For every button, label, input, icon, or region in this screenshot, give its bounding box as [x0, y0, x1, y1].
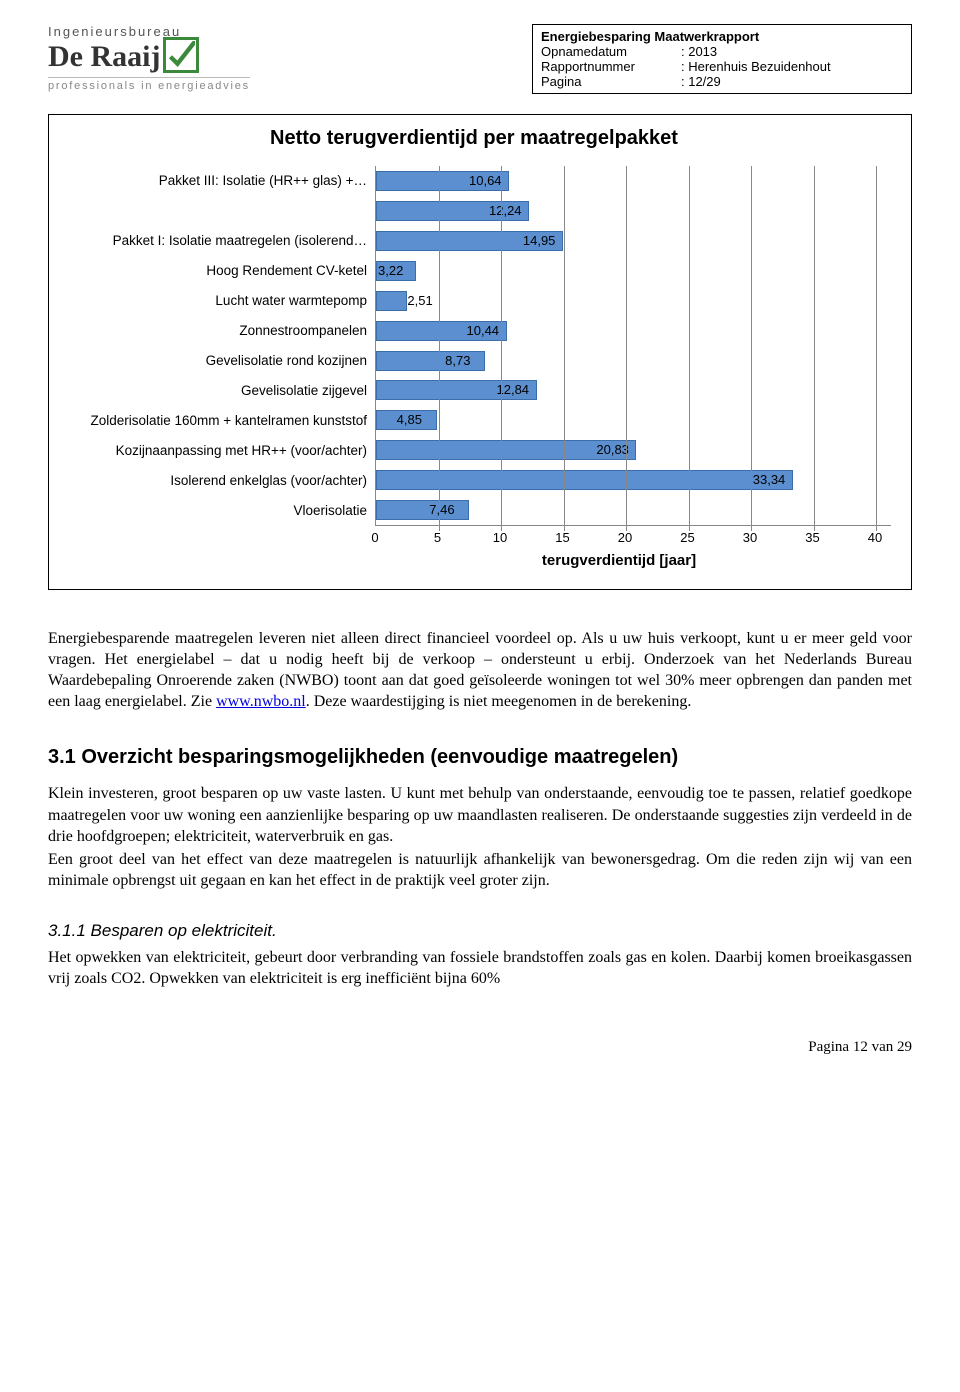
chart-category-label — [65, 196, 375, 226]
chart-bar-value: 10,64 — [469, 171, 502, 191]
section-heading-3-1-1: 3.1.1 Besparen op elektriciteit. — [48, 921, 912, 941]
chart-bar-value: 10,44 — [467, 321, 500, 341]
chart-bar-value: 33,34 — [753, 470, 786, 490]
chart-category-label: Pakket III: Isolatie (HR++ glas) +… — [65, 166, 375, 196]
chart-gridline — [751, 166, 752, 531]
nwbo-link[interactable]: www.nwbo.nl — [216, 693, 306, 710]
chart-category-label: Zolderisolatie 160mm + kantelramen kunst… — [65, 406, 375, 436]
chart-category-label: Lucht water warmtepomp — [65, 286, 375, 316]
chart-gridline — [689, 166, 690, 531]
chart-x-ticks: 0510152025303540 — [375, 526, 875, 548]
chart-title: Netto terugverdientijd per maatregelpakk… — [57, 127, 891, 150]
meta-row: Rapportnummer: Herenhuis Bezuidenhout — [541, 59, 903, 74]
chart-gridline — [876, 166, 877, 531]
chart-category-label: Gevelisolatie zijgevel — [65, 376, 375, 406]
chart-x-tick: 15 — [555, 530, 569, 545]
chart-x-tick: 0 — [371, 530, 378, 545]
logo-prefix: Ingenieursbureau — [48, 24, 181, 39]
chart-x-tick: 20 — [618, 530, 632, 545]
meta-row: Pagina: 12/29 — [541, 74, 903, 89]
chart-bar-value: 20,83 — [596, 440, 629, 460]
chart-x-tick: 35 — [805, 530, 819, 545]
chart-category-label: Isolerend enkelglas (voor/achter) — [65, 466, 375, 496]
chart-gridline — [626, 166, 627, 531]
chart-category-label: Gevelisolatie rond kozijnen — [65, 346, 375, 376]
section-heading-3-1: 3.1 Overzicht besparingsmogelijkheden (e… — [48, 746, 912, 769]
meta-value: : Herenhuis Bezuidenhout — [681, 59, 903, 74]
payback-chart: Netto terugverdientijd per maatregelpakk… — [48, 114, 912, 590]
logo-brand-text: De Raaij — [48, 40, 160, 74]
chart-bar — [376, 500, 469, 520]
check-icon — [163, 37, 199, 73]
logo-subtitle: professionals in energieadvies — [48, 77, 250, 92]
chart-bar-value: 12,24 — [489, 201, 522, 221]
chart-gridline — [439, 166, 440, 531]
chart-bar-value: 3,22 — [378, 261, 403, 281]
intro-paragraph: Energiebesparende maatregelen leveren ni… — [48, 628, 912, 712]
chart-gridline — [814, 166, 815, 531]
page-header: Ingenieursbureau De Raaij professionals … — [48, 24, 912, 94]
logo-top-row: Ingenieursbureau — [48, 24, 250, 39]
chart-category-label: Vloerisolatie — [65, 496, 375, 526]
company-logo: Ingenieursbureau De Raaij professionals … — [48, 24, 250, 92]
chart-y-labels: Pakket III: Isolatie (HR++ glas) +… Pakke… — [65, 166, 375, 526]
chart-bar-value: 2,51 — [407, 291, 432, 311]
chart-x-tick: 40 — [868, 530, 882, 545]
chart-plot-area: 10,6412,2414,953,222,5110,448,7312,844,8… — [375, 166, 891, 526]
meta-row: Opnamedatum: 2013 — [541, 44, 903, 59]
meta-label: Opnamedatum — [541, 44, 681, 59]
meta-value: : 2013 — [681, 44, 903, 59]
chart-category-label: Kozijnaanpassing met HR++ (voor/achter) — [65, 436, 375, 466]
intro-text-post: . Deze waardestijging is niet meegenomen… — [306, 693, 692, 710]
chart-bar-value: 7,46 — [429, 500, 454, 520]
section-3-1-para2: Een groot deel van het effect van deze m… — [48, 849, 912, 891]
chart-gridline — [501, 166, 502, 531]
chart-bar — [376, 291, 407, 311]
section-3-1-1-para: Het opwekken van elektriciteit, gebeurt … — [48, 947, 912, 989]
chart-x-tick: 30 — [743, 530, 757, 545]
chart-bar-value: 4,85 — [397, 410, 422, 430]
section-3-1-para1: Klein investeren, groot besparen op uw v… — [48, 783, 912, 846]
meta-value: : 12/29 — [681, 74, 903, 89]
chart-x-tick: 25 — [680, 530, 694, 545]
chart-x-axis-title: terugverdientijd [jaar] — [347, 552, 891, 569]
chart-category-label: Pakket I: Isolatie maatregelen (isoleren… — [65, 226, 375, 256]
report-meta-title: Energiebesparing Maatwerkrapport — [541, 29, 903, 44]
logo-brand-row: De Raaij — [48, 39, 250, 75]
report-meta-box: Energiebesparing Maatwerkrapport Opnamed… — [532, 24, 912, 94]
chart-category-label: Zonnestroompanelen — [65, 316, 375, 346]
chart-body: Pakket III: Isolatie (HR++ glas) +… Pakke… — [65, 166, 891, 526]
chart-bar-value: 14,95 — [523, 231, 556, 251]
chart-category-label: Hoog Rendement CV-ketel — [65, 256, 375, 286]
chart-x-tick: 10 — [493, 530, 507, 545]
meta-label: Rapportnummer — [541, 59, 681, 74]
meta-label: Pagina — [541, 74, 681, 89]
chart-x-tick: 5 — [434, 530, 441, 545]
page-footer: Pagina 12 van 29 — [48, 1039, 912, 1056]
chart-gridline — [564, 166, 565, 531]
chart-bar-value: 8,73 — [445, 351, 470, 371]
